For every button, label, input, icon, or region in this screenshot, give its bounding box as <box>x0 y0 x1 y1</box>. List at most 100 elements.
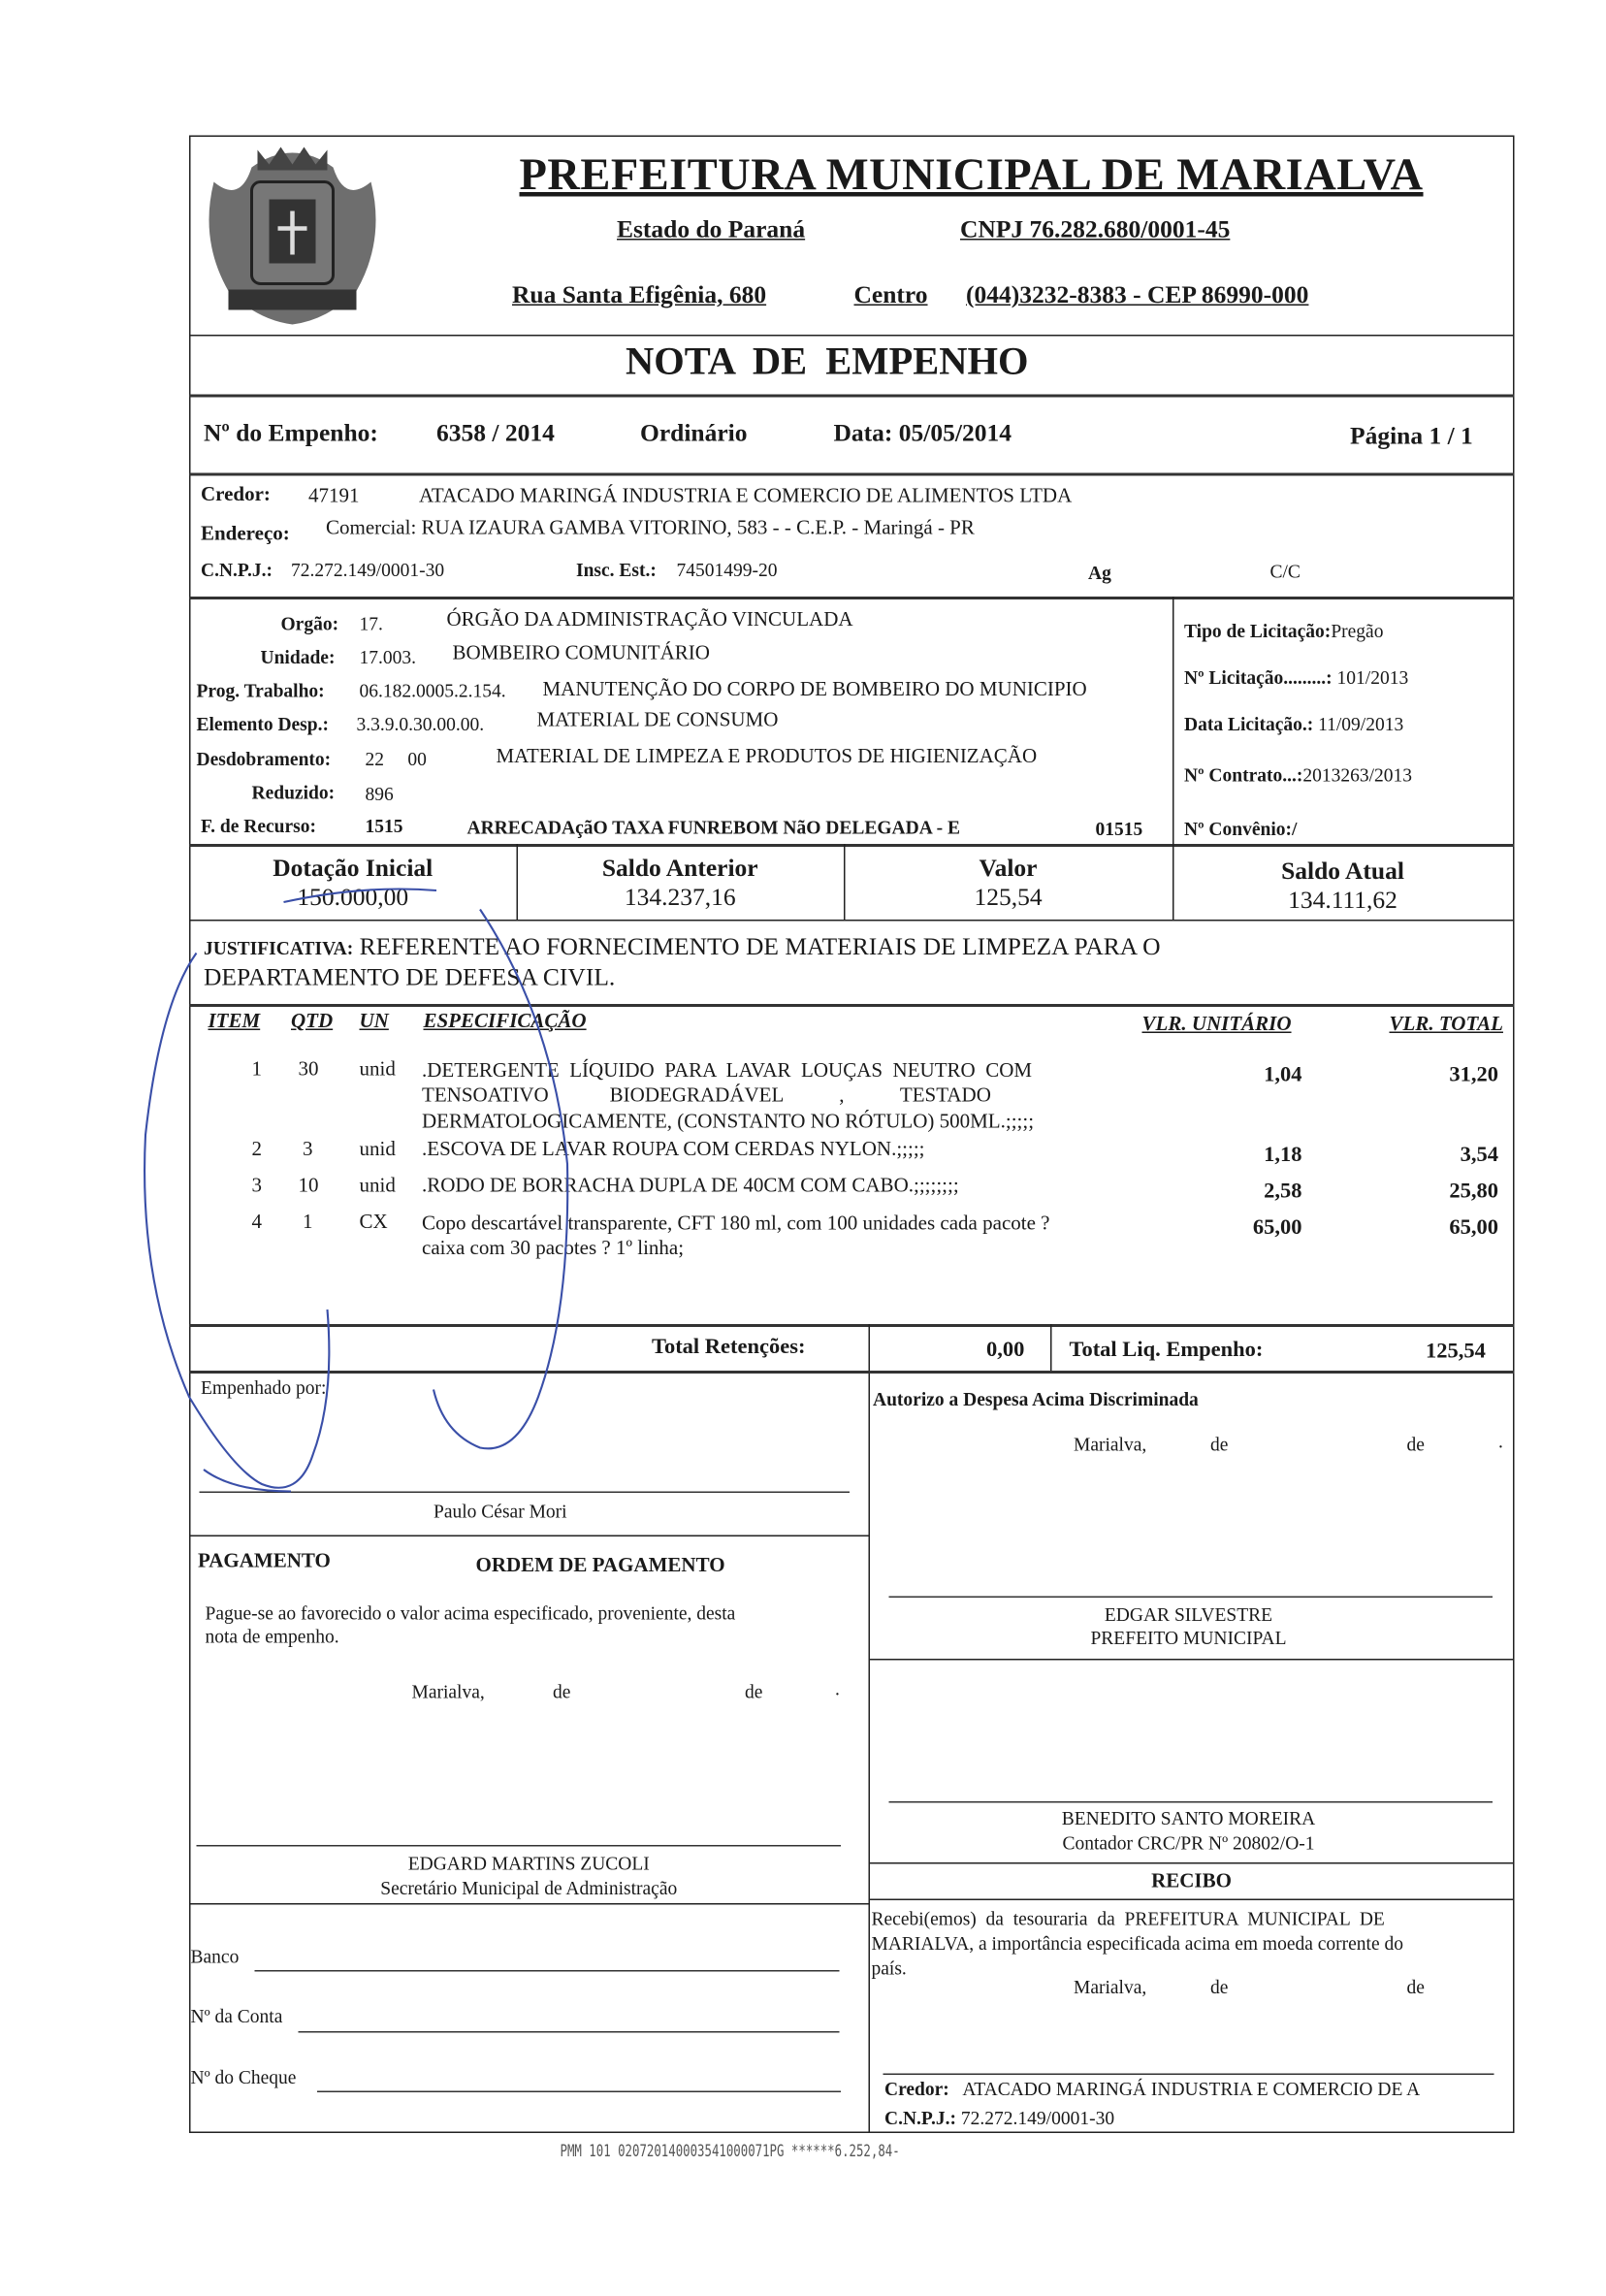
empenho-date: Data: 05/05/2014 <box>833 419 1012 447</box>
unidade-desc: BOMBEIRO COMUNITÁRIO <box>452 643 710 665</box>
valor-label: Valor <box>979 854 1038 883</box>
saldo-atual-label: Saldo Atual <box>1281 857 1404 886</box>
prog-trabalho-label: Prog. Trabalho: <box>196 679 325 702</box>
justificativa-text: REFERENTE AO FORNECIMENTO DE MATERIAIS D… <box>359 932 1161 961</box>
divider <box>189 920 1515 922</box>
conta-field[interactable] <box>298 2031 840 2033</box>
signature-line <box>888 1596 1493 1598</box>
item-total-value: 31,20 <box>1449 1063 1498 1087</box>
item-spec: .RODO DE BORRACHA DUPLA DE 40CM COM CABO… <box>422 1176 959 1198</box>
banco-label: Banco <box>190 1945 240 1968</box>
footer-code: PMM 101 020720140003541000071PG ******6.… <box>560 2142 900 2161</box>
licitacao-date-label: Data Licitação.: <box>1184 713 1314 735</box>
secretario-title: Secretário Municipal de Administração <box>380 1877 678 1899</box>
item-total-value: 3,54 <box>1460 1144 1498 1167</box>
divider <box>189 597 1515 599</box>
item-un: unid <box>359 1176 396 1198</box>
date-de: de <box>1210 1976 1229 1998</box>
credor-name: ATACADO MARINGÁ INDUSTRIA E COMERCIO DE … <box>419 486 1073 508</box>
cheque-field[interactable] <box>317 2090 841 2092</box>
banco-field[interactable] <box>254 1970 840 1972</box>
prog-trabalho-desc: MANUTENÇÃO DO CORPO DE BOMBEIRO DO MUNIC… <box>542 679 1087 702</box>
item-unit-value: 65,00 <box>1252 1216 1302 1240</box>
licitacao-number: 101/2013 <box>1336 666 1409 689</box>
desdobramento-value: 22 00 <box>365 748 427 770</box>
empenho-type: Ordinário <box>640 419 748 447</box>
prefeito-title: PREFEITO MUNICIPAL <box>1090 1627 1287 1649</box>
item-qtd: 1 <box>303 1212 313 1235</box>
divider <box>1050 1324 1052 1371</box>
item-qtd: 10 <box>298 1176 319 1198</box>
address-label: Endereço: <box>201 524 290 546</box>
unidade-value: 17.003. <box>359 646 417 668</box>
item-number: 1 <box>251 1059 263 1082</box>
desdobramento-desc: MATERIAL DE LIMPEZA E PRODUTOS DE HIGIEN… <box>496 746 1038 769</box>
licitacao-number-label: Nº Licitação.........: <box>1184 666 1333 689</box>
date-de: de <box>1210 1433 1229 1456</box>
item-un: CX <box>359 1212 388 1235</box>
col-vlr-total: VLR. TOTAL <box>1389 1014 1503 1037</box>
item-spec: caixa com 30 pacotes ? 1º linha; <box>422 1238 685 1261</box>
divider <box>189 472 1515 476</box>
justificativa-text-2: DEPARTAMENTO DE DEFESA CIVIL. <box>204 963 616 991</box>
contador-name: BENEDITO SANTO MOREIRA <box>1061 1807 1316 1829</box>
divider <box>189 1903 869 1905</box>
pagamento-label: PAGAMENTO <box>198 1551 331 1573</box>
elemento-label: Elemento Desp.: <box>196 713 330 735</box>
desdobramento-label: Desdobramento: <box>196 748 332 770</box>
item-qtd: 30 <box>298 1059 319 1082</box>
elemento-desc: MATERIAL DE CONSUMO <box>536 710 779 732</box>
empenhado-label: Empenhado por: <box>201 1376 327 1399</box>
recibo-text-2: MARIALVA, a importância especificada aci… <box>871 1932 1404 1955</box>
marialva-date-label: Marialva, <box>1074 1433 1147 1456</box>
item-un: unid <box>359 1139 396 1162</box>
licitacao-date: 11/09/2013 <box>1318 713 1404 735</box>
item-number: 3 <box>251 1176 263 1198</box>
divider <box>189 1371 1515 1374</box>
account-label: C/C <box>1269 560 1301 583</box>
divider <box>868 1862 1515 1864</box>
credor-code: 47191 <box>308 486 360 508</box>
reduzido-value: 896 <box>365 783 394 805</box>
divider <box>868 1324 870 2133</box>
contador-title: Contador CRC/PR Nº 20802/O-1 <box>1062 1831 1315 1855</box>
prefeito-name: EDGAR SILVESTRE <box>1104 1603 1273 1626</box>
reduzido-label: Reduzido: <box>251 781 336 804</box>
recibo-cnpj: 72.272.149/0001-30 <box>960 2107 1115 2129</box>
col-item: ITEM <box>208 1011 261 1034</box>
contrato-label: Nº Contrato...: <box>1184 763 1303 787</box>
institution-title: PREFEITURA MUNICIPAL DE MARIALVA <box>519 148 1424 200</box>
tipo-licitacao-label: Tipo de Licitação: <box>1184 620 1332 642</box>
cnpj-label: CNPJ 76.282.680/0001-45 <box>960 215 1231 243</box>
retencoes-value: 0,00 <box>986 1339 1025 1362</box>
item-spec: Copo descartável transparente, CFT 180 m… <box>422 1213 1050 1236</box>
recurso-value: 1515 <box>365 815 403 837</box>
cheque-label: Nº do Cheque <box>190 2066 297 2088</box>
item-number: 4 <box>251 1212 263 1235</box>
col-qtd: QTD <box>291 1011 334 1034</box>
item-qtd: 3 <box>303 1139 313 1162</box>
address-district: Centro <box>853 280 928 309</box>
item-spec: TENSOATIVO BIODEGRADÁVEL , TESTADO <box>422 1085 991 1108</box>
ie-label: Insc. Est.: <box>576 559 657 581</box>
state-label: Estado do Paraná <box>617 215 806 243</box>
signature-line <box>199 1491 850 1493</box>
empenho-number: 6358 / 2014 <box>436 419 555 447</box>
elemento-value: 3.3.9.0.30.00.00. <box>356 713 485 735</box>
saldo-atual-value: 134.111,62 <box>1288 886 1397 915</box>
signature-line <box>888 1801 1493 1803</box>
item-number: 2 <box>251 1139 263 1162</box>
date-dot: . <box>835 1677 840 1700</box>
contrato-value: 2013263/2013 <box>1302 763 1413 787</box>
orgao-value: 17. <box>359 612 383 635</box>
item-un: unid <box>359 1059 396 1082</box>
conta-label: Nº da Conta <box>190 2005 283 2027</box>
date-dot: . <box>1498 1430 1503 1453</box>
cnpj-label: C.N.P.J.: <box>201 559 273 581</box>
divider <box>189 1004 1515 1007</box>
saldo-anterior: Saldo Anterior 134.237,16 <box>517 855 845 913</box>
divider <box>1172 844 1174 920</box>
credor-address: Comercial: RUA IZAURA GAMBA VITORINO, 58… <box>326 518 975 540</box>
date-de: de <box>1406 1433 1425 1456</box>
divider <box>868 1659 1515 1661</box>
